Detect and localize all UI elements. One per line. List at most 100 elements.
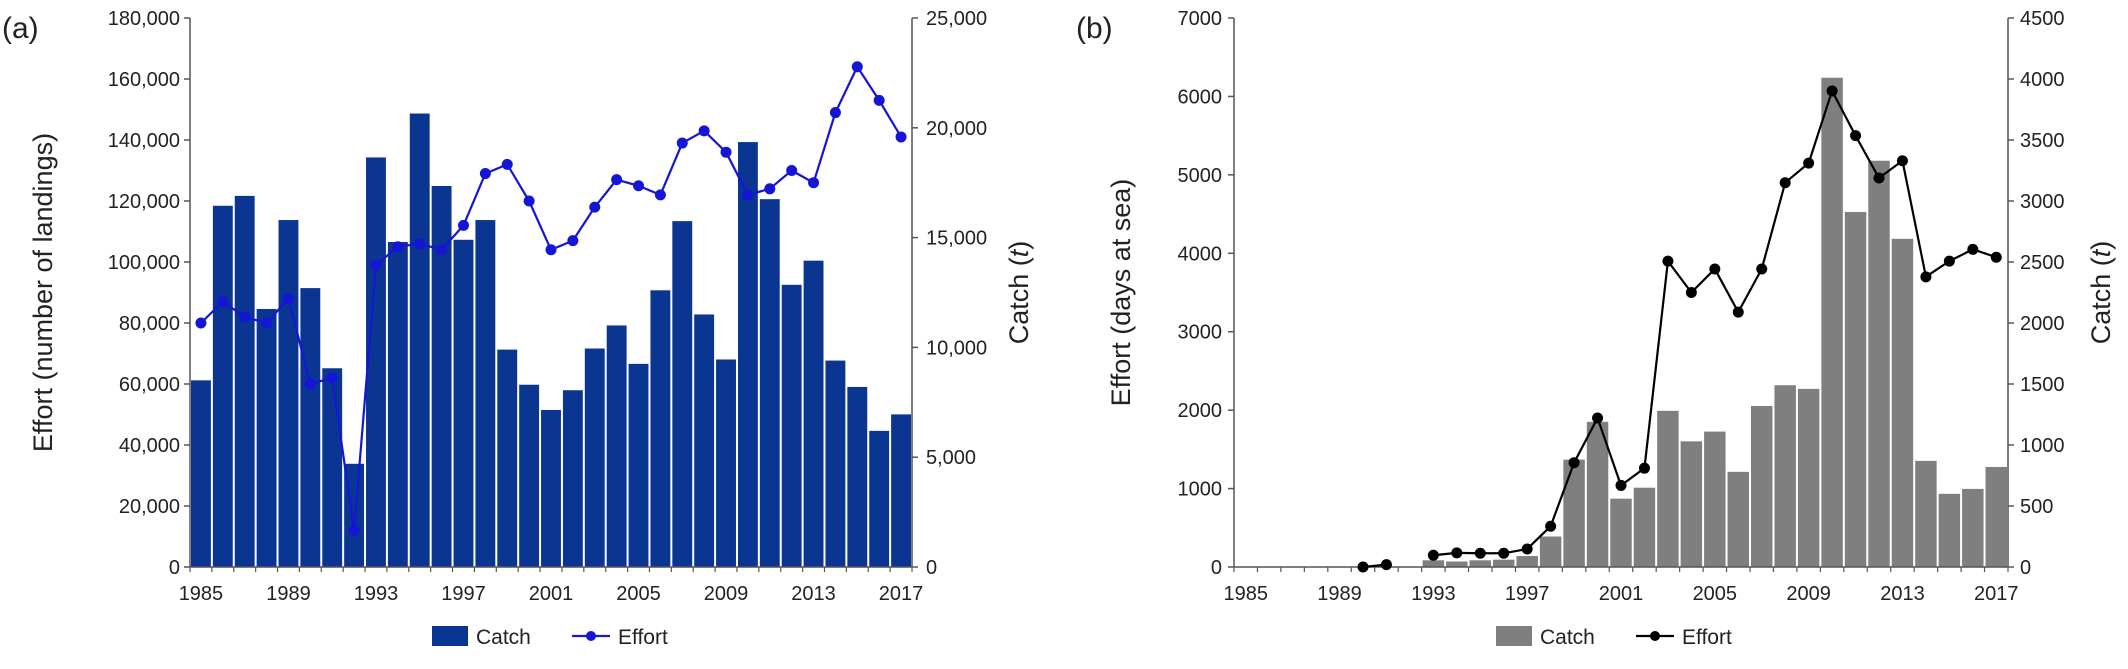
left-tick-label: 0 — [169, 557, 180, 579]
effort-point-1990 — [1357, 561, 1369, 573]
x-tick-label: 2017 — [1974, 583, 2019, 605]
panel-a: (a) 0 20,000 40,000 60,000 80,000 100,000 120,0… — [2, 8, 1034, 649]
effort-point-1995 — [1474, 547, 1486, 559]
x-tick-label: 1985 — [179, 583, 224, 605]
effort-point-2014 — [829, 107, 841, 119]
effort-point-2011 — [764, 183, 776, 195]
right-axis-title-main: Catch ( — [1004, 257, 1034, 344]
left-tick-label: 3000 — [1178, 322, 1223, 344]
effort-point-2002 — [567, 235, 579, 247]
effort-point-2016 — [873, 94, 885, 106]
catch-bar-1999 — [1563, 459, 1585, 567]
left-tick-label: 40,000 — [119, 435, 180, 457]
catch-bar-1995 — [409, 113, 430, 567]
catch-bar-2007 — [672, 221, 693, 567]
right-axis-title-unit: t — [2086, 248, 2116, 257]
effort-point-1999 — [1568, 457, 1580, 469]
x-tick-label: 2009 — [1786, 583, 1831, 605]
right-tick-label: 4500 — [2020, 8, 2065, 30]
catch-bar-1996 — [431, 185, 452, 567]
effort-point-2002 — [1638, 462, 1650, 474]
right-tick-label: 3000 — [2020, 191, 2065, 213]
right-tick-label: 3500 — [2020, 130, 2065, 152]
catch-bar-2010 — [737, 142, 758, 567]
effort-point-1986 — [217, 296, 229, 308]
catch-bar-2007 — [1751, 405, 1773, 567]
catch-bar-1990 — [300, 288, 321, 567]
catch-bar-2001 — [1610, 498, 1632, 567]
legend-effort-label: Effort — [1682, 626, 1732, 649]
left-axis-title: Effort (number of landings) — [28, 133, 58, 452]
catch-bar-2004 — [606, 325, 627, 567]
catch-bar-1991 — [322, 368, 343, 567]
effort-point-2014 — [1920, 271, 1932, 283]
catch-bar-2004 — [1680, 441, 1703, 567]
right-axis-title-close: ) — [2086, 241, 2116, 250]
catch-bar-1999 — [497, 349, 518, 567]
effort-point-2013 — [808, 177, 820, 189]
effort-point-1994 — [392, 241, 404, 253]
left-tick-label: 2000 — [1178, 400, 1223, 422]
effort-point-2013 — [1896, 155, 1908, 167]
right-tick-label: 4000 — [2020, 69, 2065, 91]
effort-point-2005 — [633, 180, 645, 192]
left-tick-label: 20,000 — [119, 496, 180, 518]
right-tick-label: 5,000 — [926, 447, 976, 469]
catch-bar-1987 — [234, 195, 255, 567]
legend-catch-label: Catch — [476, 626, 531, 649]
legend-catch-swatch — [1496, 626, 1532, 646]
right-axis-title-main: Catch ( — [2086, 257, 2116, 344]
x-tick-label: 1993 — [354, 583, 399, 605]
effort-point-2005 — [1709, 263, 1721, 275]
effort-point-2012 — [786, 165, 798, 176]
effort-point-2010 — [1826, 85, 1838, 97]
catch-bar-2015 — [847, 386, 868, 567]
catch-bar-2003 — [584, 348, 605, 567]
left-tick-label: 120,000 — [108, 191, 180, 213]
catch-bar-1998 — [1539, 536, 1562, 567]
effort-point-2000 — [523, 195, 535, 207]
catch-bar-1995 — [1469, 560, 1491, 567]
catch-bar-2005 — [628, 363, 649, 567]
right-tick-label: 2000 — [2020, 313, 2065, 335]
x-tick-label: 2001 — [1599, 583, 1644, 605]
effort-point-1997 — [1521, 543, 1533, 555]
right-tick-label: 0 — [2020, 557, 2031, 579]
right-axis-title-unit: t — [1004, 248, 1034, 257]
effort-point-1990 — [304, 378, 316, 390]
left-tick-label: 6000 — [1178, 86, 1223, 108]
catch-bar-2016 — [1962, 488, 1984, 567]
catch-bar-1993 — [1422, 560, 1445, 567]
effort-point-2008 — [698, 125, 710, 137]
x-tick-label: 2005 — [1693, 583, 1738, 605]
x-tick-label: 2001 — [529, 583, 574, 605]
catch-bar-2012 — [781, 284, 802, 567]
effort-point-1997 — [457, 219, 469, 231]
catch-bar-2006 — [650, 290, 671, 567]
effort-point-2009 — [1803, 157, 1815, 169]
catch-bar-2009 — [1797, 388, 1820, 567]
right-tick-label: 15,000 — [926, 228, 987, 250]
effort-point-2008 — [1779, 177, 1791, 189]
right-tick-label: 1500 — [2020, 374, 2065, 396]
effort-point-2001 — [1615, 479, 1627, 491]
catch-bar-2014 — [825, 360, 846, 567]
effort-point-1996 — [436, 244, 448, 256]
effort-point-2001 — [545, 244, 557, 256]
right-tick-label: 20,000 — [926, 118, 987, 140]
catch-bar-1998 — [475, 220, 496, 568]
catch-bar-2003 — [1657, 410, 1679, 567]
panel-b: (b) 0 1000 2000 3000 4000 5000 6000 7000 0 500 1000… — [1076, 8, 2116, 649]
effort-point-2015 — [851, 61, 863, 73]
catch-bar-1997 — [453, 239, 474, 567]
catch-bar-1994 — [387, 241, 408, 567]
x-tick-label: 2013 — [791, 583, 836, 605]
catch-bar-1989 — [278, 220, 299, 568]
catch-bar-2000 — [519, 384, 540, 567]
catch-bar-2005 — [1704, 431, 1726, 567]
legend-effort-marker — [1650, 631, 1660, 641]
catch-bar-2001 — [541, 409, 561, 567]
left-tick-label: 7000 — [1178, 8, 1223, 30]
catch-bar-2016 — [869, 430, 890, 567]
